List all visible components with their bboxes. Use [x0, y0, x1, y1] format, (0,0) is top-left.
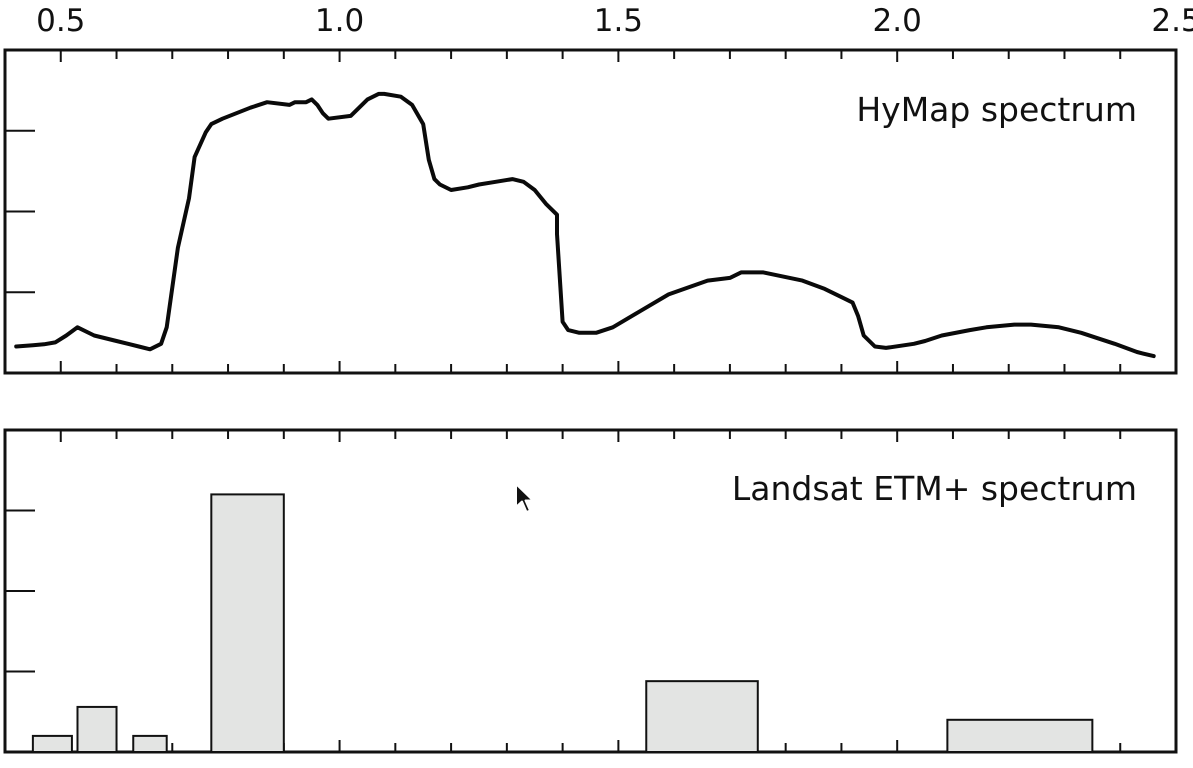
landsat-panel: Landsat ETM+ spectrum: [3, 428, 1178, 754]
landsat-band-bar-4: [210, 493, 285, 753]
x-tick-labels: 0.5 1.0 1.5 2.0 2.5: [36, 3, 1193, 39]
x-tick-label-2: 1.5: [594, 3, 643, 39]
landsat-band-bar-2: [76, 705, 118, 753]
x-tick-label-3: 2.0: [873, 3, 922, 39]
hymap-ticks: [5, 50, 1177, 373]
hymap-panel-label: HyMap spectrum: [856, 90, 1137, 129]
landsat-band-bar-3: [132, 734, 168, 754]
hymap-panel: HyMap spectrum: [3, 48, 1178, 375]
mouse-pointer-icon: [515, 483, 534, 513]
landsat-panel-label: Landsat ETM+ spectrum: [732, 469, 1137, 508]
landsat-band-bars: [31, 493, 1094, 754]
x-tick-label-4: 2.5: [1151, 3, 1193, 39]
x-tick-label-1: 1.0: [315, 3, 364, 39]
landsat-band-bar-5: [645, 680, 759, 753]
landsat-band-bar-1: [31, 734, 73, 754]
hymap-spectrum-line: [14, 91, 1156, 359]
landsat-band-bar-6: [946, 718, 1094, 753]
x-tick-label-0: 0.5: [36, 3, 85, 39]
